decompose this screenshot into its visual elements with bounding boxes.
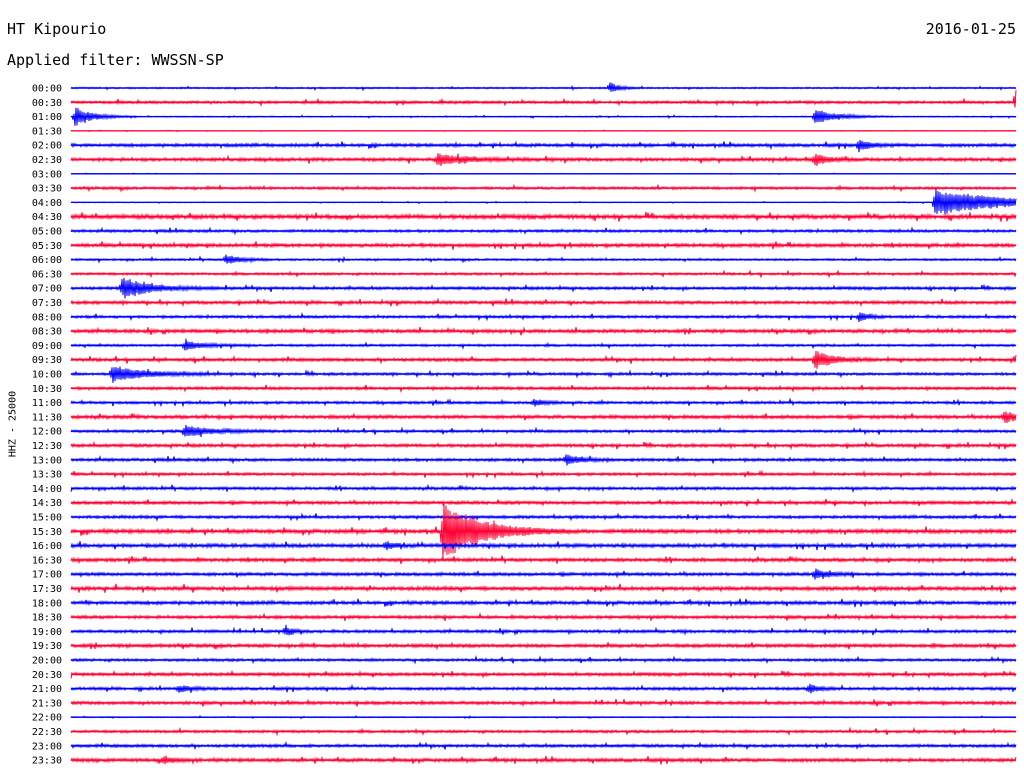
time-label: 11:30 xyxy=(32,412,62,423)
time-label: 03:30 xyxy=(32,184,62,195)
time-label: 14:30 xyxy=(32,498,62,509)
station-title: HT Kipourio xyxy=(7,20,107,38)
time-label: 22:30 xyxy=(32,727,62,738)
time-label: 01:30 xyxy=(32,126,62,137)
time-label: 19:00 xyxy=(32,627,62,638)
time-label: 06:30 xyxy=(32,269,62,280)
time-label: 19:30 xyxy=(32,641,62,652)
time-label: 16:00 xyxy=(32,541,62,552)
time-label: 21:30 xyxy=(32,698,62,709)
time-label: 20:00 xyxy=(32,656,62,667)
time-label: 07:30 xyxy=(32,298,62,309)
time-label: 12:00 xyxy=(32,427,62,438)
time-label: 23:30 xyxy=(32,756,62,767)
time-label: 06:00 xyxy=(32,255,62,266)
time-label: 14:00 xyxy=(32,484,62,495)
time-label: 05:30 xyxy=(32,241,62,252)
time-label: 17:00 xyxy=(32,570,62,581)
seismic-trace-0900 xyxy=(70,338,1017,351)
time-label: 00:30 xyxy=(32,98,62,109)
time-label: 09:30 xyxy=(32,355,62,366)
time-label: 08:30 xyxy=(32,327,62,338)
time-label: 00:00 xyxy=(32,84,62,95)
time-label: 09:00 xyxy=(32,341,62,352)
time-label: 05:00 xyxy=(32,227,62,238)
time-label: 16:30 xyxy=(32,555,62,566)
time-label: 01:00 xyxy=(32,112,62,123)
time-label: 08:00 xyxy=(32,312,62,323)
time-label: 22:00 xyxy=(32,713,62,724)
time-label: 10:30 xyxy=(32,384,62,395)
time-label: 20:30 xyxy=(32,670,62,681)
time-label: 03:00 xyxy=(32,169,62,180)
time-label: 13:30 xyxy=(32,470,62,481)
time-label: 11:00 xyxy=(32,398,62,409)
time-label: 23:00 xyxy=(32,741,62,752)
seismic-trace-0030 xyxy=(70,90,1017,108)
time-label: 10:00 xyxy=(32,370,62,381)
time-label: 15:30 xyxy=(32,527,62,538)
time-label: 15:00 xyxy=(32,513,62,524)
time-label-group: 00:00 00:30 01:00 01:30 02:00 02:30 03:00 03:30… xyxy=(32,84,62,767)
seismic-trace-1900 xyxy=(70,624,1017,636)
time-label: 21:00 xyxy=(32,684,62,695)
filter-label: Applied filter: WWSSN-SP xyxy=(7,51,224,69)
plot-date: 2016-01-25 xyxy=(925,20,1016,38)
seismic-trace-0200 xyxy=(70,139,1017,153)
time-label: 18:30 xyxy=(32,613,62,624)
time-label: 18:00 xyxy=(32,598,62,609)
seismic-trace-0000 xyxy=(70,82,1017,92)
time-label: 13:00 xyxy=(32,455,62,466)
time-label: 02:30 xyxy=(32,155,62,166)
time-label: 04:00 xyxy=(32,198,62,209)
time-label: 02:00 xyxy=(32,141,62,152)
time-label: 07:00 xyxy=(32,284,62,295)
trace-group xyxy=(70,82,1017,765)
time-label: 04:30 xyxy=(32,212,62,223)
time-label: 17:30 xyxy=(32,584,62,595)
time-label: 12:30 xyxy=(32,441,62,452)
seismic-trace-1000 xyxy=(70,366,1017,383)
